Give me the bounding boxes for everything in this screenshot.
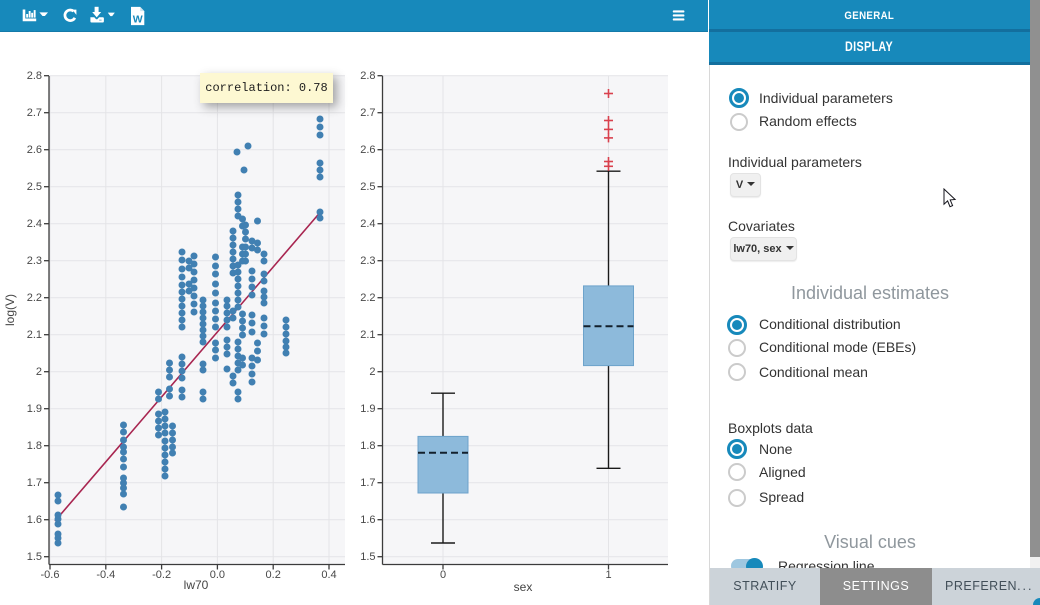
svg-text:2.5: 2.5 (360, 181, 375, 193)
svg-text:1.9: 1.9 (27, 403, 42, 415)
svg-text:2.3: 2.3 (360, 255, 375, 267)
svg-text:2.3: 2.3 (27, 255, 42, 267)
svg-text:1.7: 1.7 (360, 477, 375, 489)
svg-text:2.4: 2.4 (27, 218, 42, 230)
svg-text:-0.2: -0.2 (152, 569, 171, 581)
svg-text:2: 2 (369, 366, 375, 378)
svg-text:0.4: 0.4 (321, 569, 336, 581)
svg-text:2.2: 2.2 (360, 292, 375, 304)
svg-text:2.6: 2.6 (27, 144, 42, 156)
svg-text:2.2: 2.2 (27, 292, 42, 304)
svg-text:0.2: 0.2 (266, 569, 281, 581)
svg-text:1.9: 1.9 (360, 403, 375, 415)
svg-text:1: 1 (605, 569, 611, 581)
svg-text:1.6: 1.6 (27, 514, 42, 526)
svg-text:1.5: 1.5 (27, 551, 42, 563)
svg-text:W: W (133, 14, 143, 26)
svg-text:log(V): log(V) (3, 294, 17, 326)
svg-text:2.1: 2.1 (360, 329, 375, 341)
svg-text:-0.6: -0.6 (41, 569, 60, 581)
svg-text:2.7: 2.7 (360, 107, 375, 119)
svg-text:0: 0 (440, 569, 446, 581)
svg-text:2.6: 2.6 (360, 144, 375, 156)
svg-text:2.7: 2.7 (27, 107, 42, 119)
svg-text:2.8: 2.8 (27, 70, 42, 82)
svg-text:1.6: 1.6 (360, 514, 375, 526)
svg-text:1.5: 1.5 (360, 551, 375, 563)
svg-text:sex: sex (514, 580, 533, 594)
svg-text:2.1: 2.1 (27, 329, 42, 341)
svg-text:2.5: 2.5 (27, 181, 42, 193)
svg-text:lw70: lw70 (184, 578, 209, 592)
svg-text:-0.4: -0.4 (96, 569, 115, 581)
svg-text:2.4: 2.4 (360, 218, 375, 230)
svg-text:1.8: 1.8 (360, 440, 375, 452)
svg-text:2.8: 2.8 (360, 70, 375, 82)
svg-text:1.8: 1.8 (27, 440, 42, 452)
svg-text:2: 2 (36, 366, 42, 378)
svg-text:0.0: 0.0 (210, 569, 225, 581)
svg-text:1.7: 1.7 (27, 477, 42, 489)
